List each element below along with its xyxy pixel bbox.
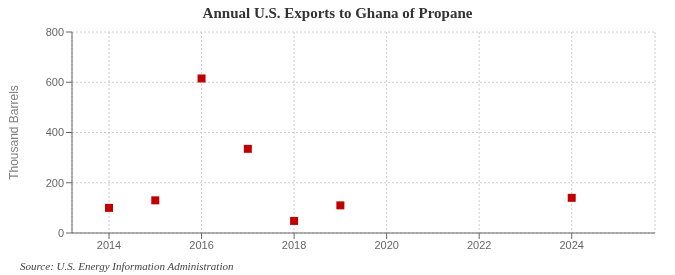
html-text:Source: U.S. Energy Informatio: Source: U.S. Energy Information Administ… — [20, 260, 234, 272]
svg-text:Thousand Barrels: Thousand Barrels — [8, 85, 21, 180]
svg-text:800: 800 — [46, 26, 64, 38]
svg-text:2018: 2018 — [282, 239, 306, 251]
svg-text:2022: 2022 — [467, 239, 491, 251]
svg-text:2014: 2014 — [97, 239, 121, 251]
svg-text:2016: 2016 — [189, 239, 213, 251]
html-text:Annual U.S. Exports to Ghana o: Annual U.S. Exports to Ghana of Propane — [202, 5, 473, 21]
svg-text:600: 600 — [46, 76, 64, 88]
svg-text:2020: 2020 — [374, 239, 398, 251]
svg-text:400: 400 — [46, 126, 64, 138]
svg-text:0: 0 — [58, 227, 64, 239]
svg-text:2024: 2024 — [559, 239, 583, 251]
svg-text:200: 200 — [46, 177, 64, 189]
